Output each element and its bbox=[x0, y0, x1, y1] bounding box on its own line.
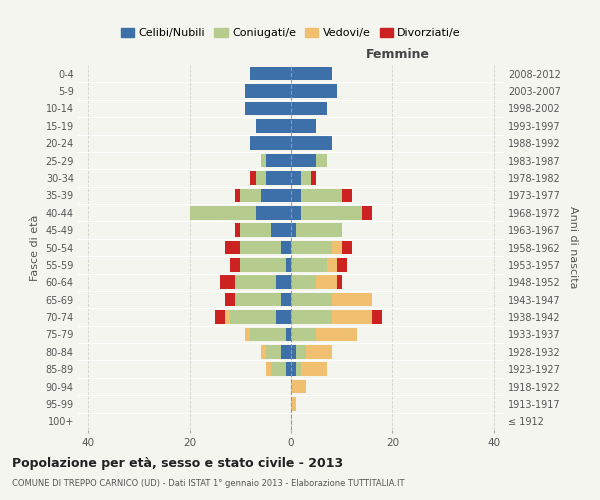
Bar bbox=[291, 276, 316, 289]
Bar bbox=[271, 362, 286, 376]
Bar bbox=[256, 119, 291, 132]
Bar bbox=[342, 240, 352, 254]
Bar bbox=[301, 362, 326, 376]
Bar bbox=[337, 276, 342, 289]
Bar bbox=[245, 84, 291, 98]
Bar bbox=[296, 345, 306, 358]
Bar bbox=[301, 188, 342, 202]
Bar bbox=[316, 276, 337, 289]
Bar bbox=[250, 171, 256, 185]
Bar bbox=[276, 310, 291, 324]
Bar bbox=[225, 293, 235, 306]
Bar bbox=[342, 188, 352, 202]
Bar bbox=[281, 240, 291, 254]
Bar bbox=[306, 345, 332, 358]
Bar bbox=[291, 136, 332, 150]
Bar bbox=[326, 258, 337, 272]
Bar bbox=[240, 188, 260, 202]
Text: COMUNE DI TREPPO CARNICO (UD) - Dati ISTAT 1° gennaio 2013 - Elaborazione TUTTIT: COMUNE DI TREPPO CARNICO (UD) - Dati IST… bbox=[12, 479, 404, 488]
Bar bbox=[220, 276, 235, 289]
Bar bbox=[291, 171, 301, 185]
Bar bbox=[240, 224, 271, 237]
Bar bbox=[291, 258, 326, 272]
Bar bbox=[291, 119, 316, 132]
Bar bbox=[230, 258, 240, 272]
Bar bbox=[260, 154, 266, 168]
Bar bbox=[250, 136, 291, 150]
Bar bbox=[235, 188, 240, 202]
Bar bbox=[245, 102, 291, 115]
Bar bbox=[291, 380, 306, 394]
Bar bbox=[291, 345, 296, 358]
Text: Popolazione per età, sesso e stato civile - 2013: Popolazione per età, sesso e stato civil… bbox=[12, 458, 343, 470]
Bar bbox=[245, 328, 250, 341]
Bar bbox=[291, 206, 301, 220]
Bar bbox=[372, 310, 382, 324]
Y-axis label: Fasce di età: Fasce di età bbox=[30, 214, 40, 280]
Bar bbox=[296, 224, 342, 237]
Bar bbox=[301, 206, 362, 220]
Bar bbox=[291, 310, 332, 324]
Bar bbox=[291, 67, 332, 80]
Bar bbox=[225, 310, 230, 324]
Bar bbox=[291, 240, 332, 254]
Bar bbox=[291, 188, 301, 202]
Bar bbox=[332, 240, 342, 254]
Bar bbox=[311, 171, 316, 185]
Bar bbox=[235, 276, 276, 289]
Bar bbox=[286, 258, 291, 272]
Bar bbox=[256, 171, 266, 185]
Bar bbox=[301, 171, 311, 185]
Bar bbox=[291, 328, 316, 341]
Bar bbox=[291, 102, 326, 115]
Bar bbox=[362, 206, 372, 220]
Bar bbox=[296, 362, 301, 376]
Bar bbox=[291, 154, 316, 168]
Bar bbox=[256, 206, 291, 220]
Bar bbox=[215, 310, 225, 324]
Bar bbox=[235, 224, 240, 237]
Y-axis label: Anni di nascita: Anni di nascita bbox=[568, 206, 578, 289]
Bar bbox=[286, 328, 291, 341]
Bar bbox=[230, 310, 276, 324]
Bar bbox=[337, 258, 347, 272]
Bar bbox=[291, 362, 296, 376]
Bar bbox=[281, 293, 291, 306]
Bar bbox=[266, 154, 291, 168]
Bar bbox=[266, 362, 271, 376]
Bar bbox=[260, 345, 266, 358]
Bar bbox=[276, 276, 291, 289]
Bar bbox=[250, 67, 291, 80]
Bar bbox=[281, 345, 291, 358]
Bar bbox=[240, 240, 281, 254]
Bar bbox=[235, 293, 281, 306]
Bar bbox=[260, 188, 291, 202]
Bar bbox=[316, 154, 326, 168]
Bar bbox=[332, 293, 372, 306]
Bar bbox=[225, 240, 240, 254]
Bar bbox=[266, 345, 281, 358]
Bar bbox=[291, 397, 296, 410]
Bar bbox=[250, 328, 286, 341]
Bar bbox=[316, 328, 357, 341]
Bar bbox=[266, 171, 291, 185]
Text: Femmine: Femmine bbox=[365, 48, 430, 62]
Bar bbox=[291, 224, 296, 237]
Bar bbox=[190, 206, 256, 220]
Bar bbox=[286, 362, 291, 376]
Bar bbox=[291, 293, 332, 306]
Bar bbox=[291, 84, 337, 98]
Bar bbox=[240, 258, 286, 272]
Legend: Celibi/Nubili, Coniugati/e, Vedovi/e, Divorziati/e: Celibi/Nubili, Coniugati/e, Vedovi/e, Di… bbox=[116, 23, 466, 43]
Bar bbox=[271, 224, 291, 237]
Bar bbox=[332, 310, 372, 324]
